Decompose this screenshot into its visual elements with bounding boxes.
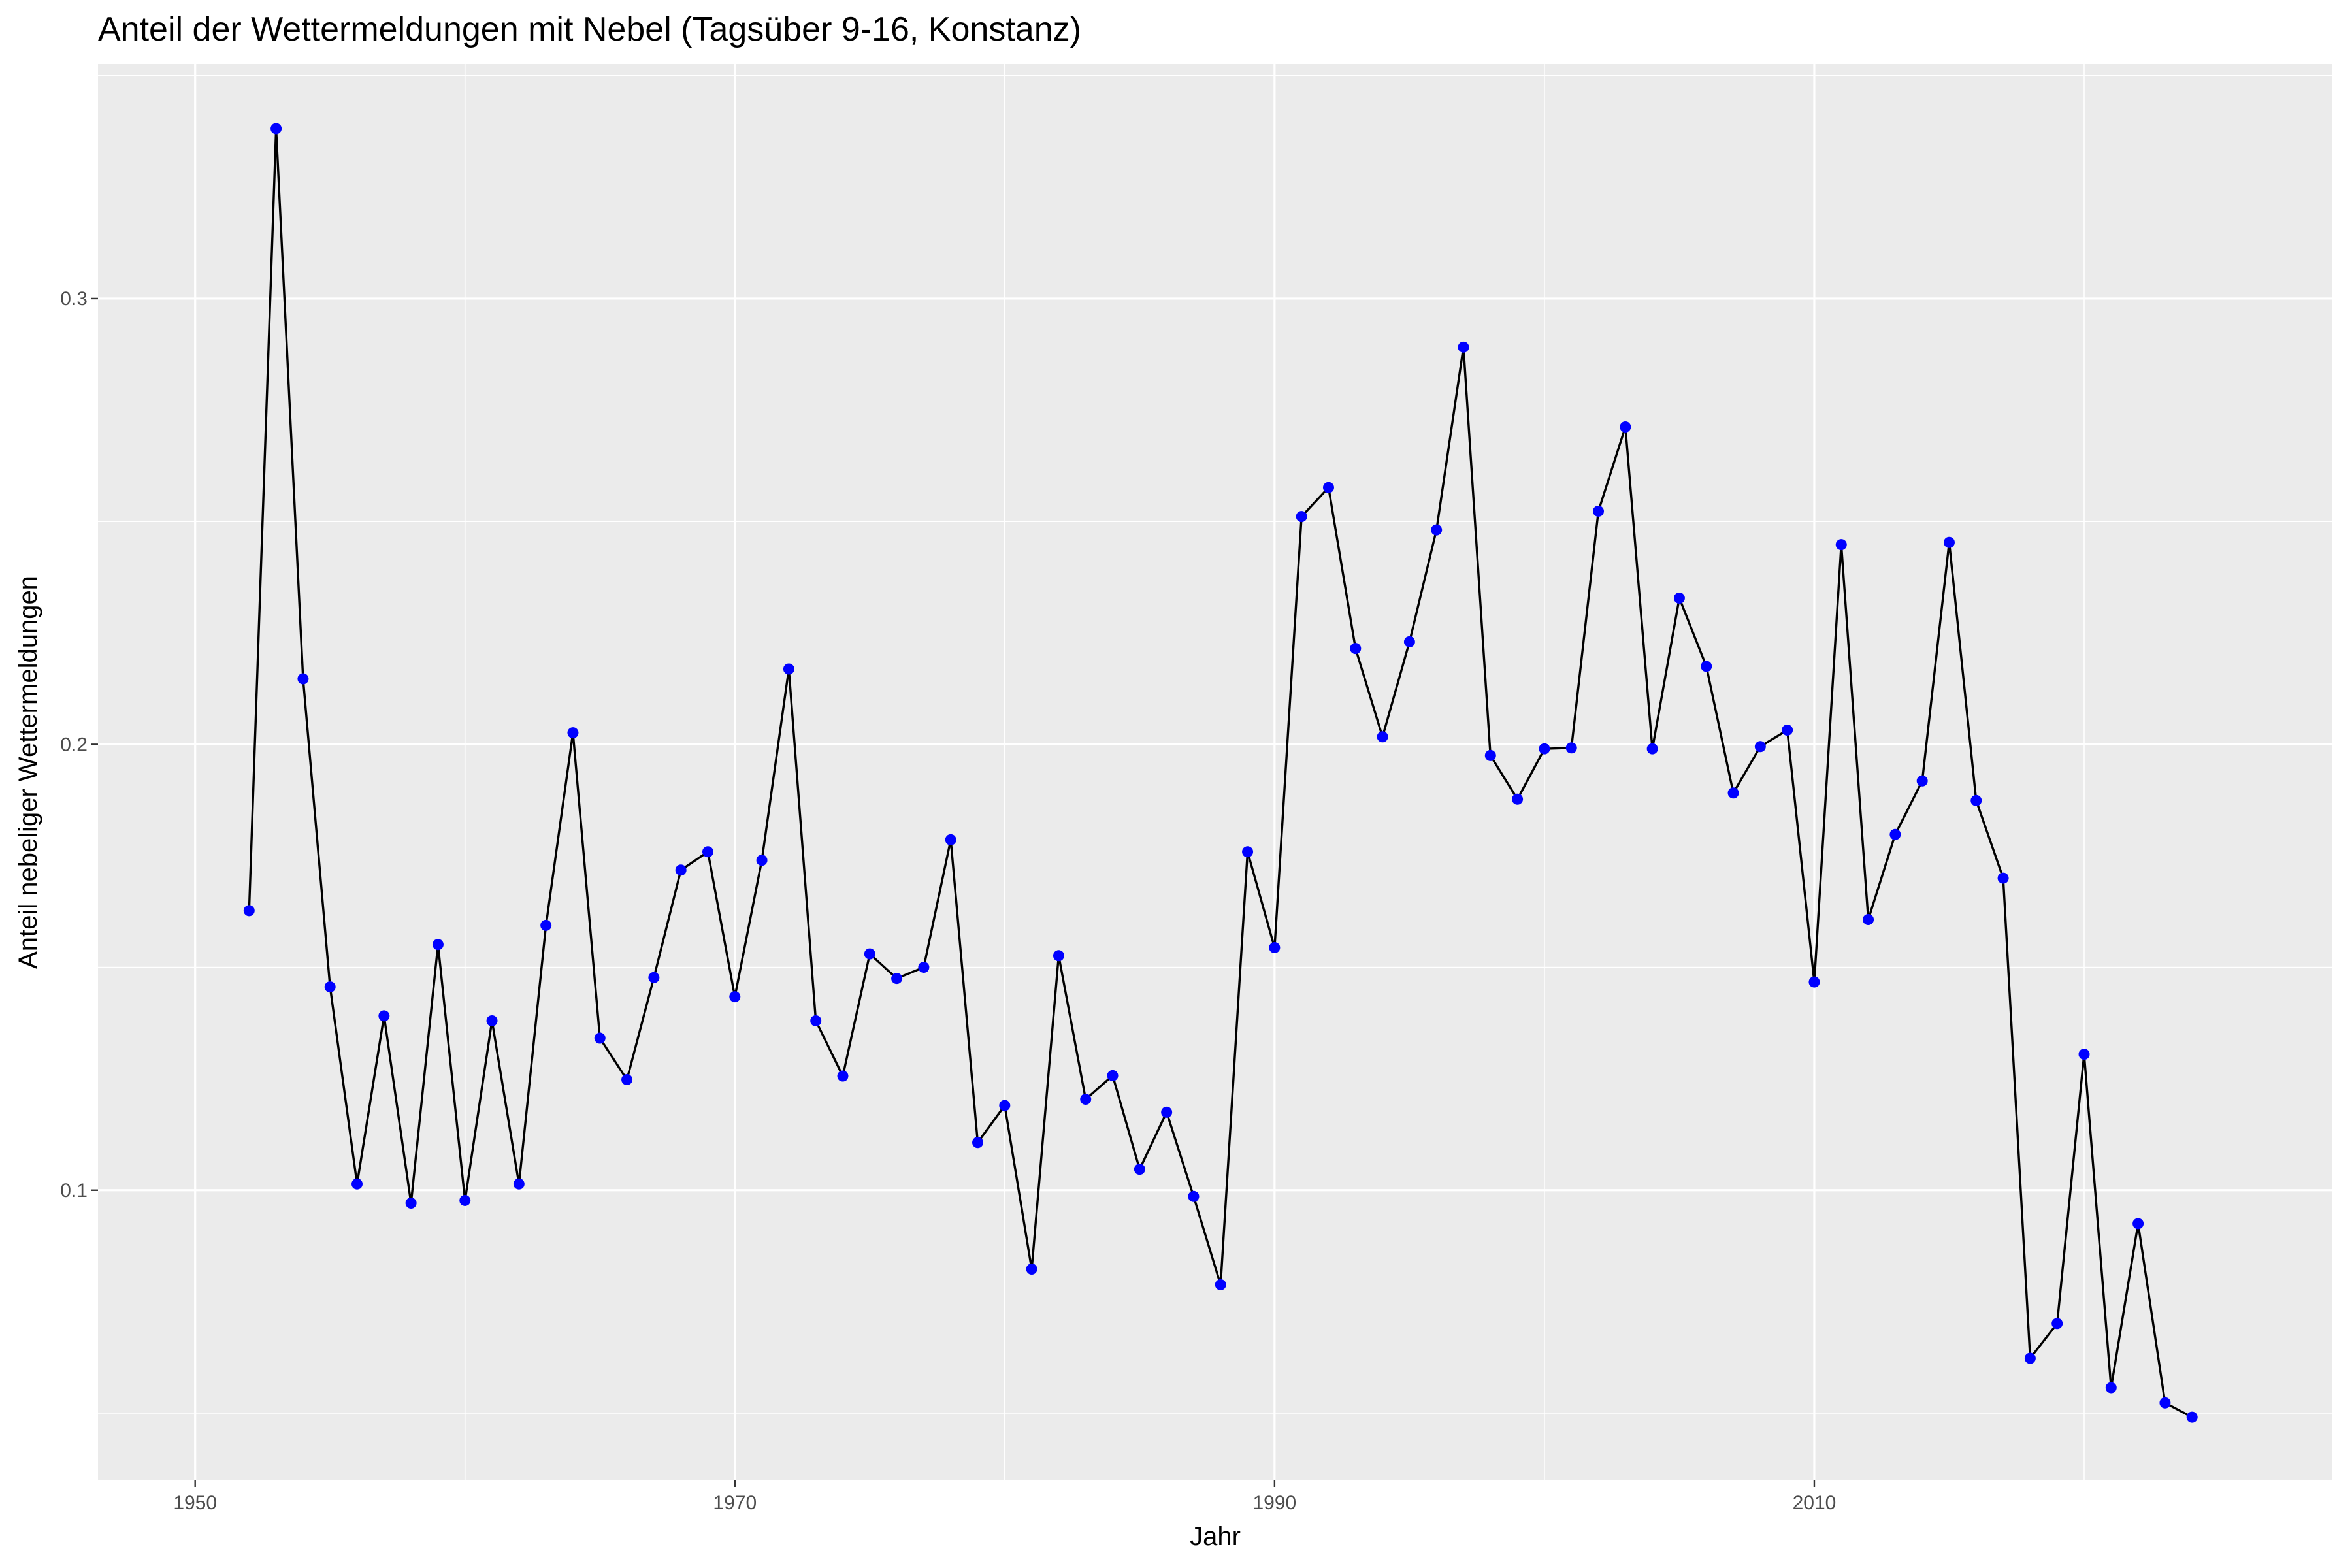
data-point	[1889, 829, 1901, 840]
data-point	[595, 1033, 606, 1044]
data-point	[1566, 742, 1577, 753]
data-point	[1188, 1191, 1199, 1202]
data-point	[2079, 1049, 2090, 1060]
data-point	[1242, 846, 1253, 857]
data-point	[1863, 914, 1874, 925]
data-point	[1998, 873, 2009, 884]
data-point	[1701, 661, 1712, 672]
data-point	[1215, 1279, 1226, 1290]
data-point	[487, 1015, 498, 1026]
data-point	[1377, 731, 1388, 742]
data-point	[1944, 537, 1955, 548]
data-point	[2159, 1397, 2170, 1409]
data-point	[2187, 1412, 2198, 1423]
data-point	[244, 905, 255, 916]
data-point	[810, 1015, 821, 1026]
y-axis-title: Anteil nebeliger Wettermeldungen	[14, 576, 42, 969]
data-point	[1917, 776, 1928, 787]
y-tick-label: 0.3	[60, 288, 88, 310]
y-tick-label: 0.1	[60, 1180, 88, 1201]
data-point	[1161, 1107, 1172, 1118]
data-point	[1350, 643, 1361, 654]
x-axis-title: Jahr	[1190, 1522, 1241, 1551]
data-point	[1782, 725, 1793, 736]
data-point	[1323, 482, 1334, 493]
data-point	[918, 962, 929, 973]
data-point	[864, 949, 875, 960]
data-point	[351, 1179, 363, 1190]
data-point	[1431, 525, 1442, 536]
data-point	[1269, 942, 1280, 953]
data-point	[2051, 1318, 2063, 1329]
x-tick-label: 1990	[1252, 1492, 1296, 1514]
data-point	[433, 939, 444, 950]
data-point	[757, 855, 768, 866]
data-point	[2025, 1353, 2036, 1364]
data-point	[1026, 1264, 1037, 1275]
x-tick-label: 1970	[713, 1492, 757, 1514]
data-point	[1836, 539, 1847, 550]
x-tick-label: 1950	[173, 1492, 217, 1514]
data-point	[540, 920, 551, 931]
data-point	[1647, 743, 1658, 755]
data-point	[1808, 977, 1820, 988]
data-point	[729, 991, 740, 1002]
data-point	[270, 123, 282, 134]
data-point	[783, 664, 794, 675]
data-point	[891, 973, 902, 984]
data-point	[2132, 1218, 2144, 1229]
data-point	[514, 1179, 525, 1190]
data-point	[1404, 636, 1415, 647]
data-point	[999, 1100, 1010, 1111]
data-point	[1134, 1164, 1145, 1175]
data-point	[945, 834, 956, 845]
data-point	[648, 972, 659, 983]
data-point	[406, 1198, 417, 1209]
data-point	[1107, 1070, 1119, 1081]
data-point	[297, 674, 308, 685]
data-point	[972, 1137, 983, 1148]
data-point	[1458, 342, 1469, 353]
data-point	[378, 1010, 389, 1021]
data-point	[1970, 795, 1982, 806]
data-point	[1053, 950, 1064, 961]
chart-title: Anteil der Wettermeldungen mit Nebel (Ta…	[98, 10, 1081, 48]
data-point	[325, 981, 336, 992]
data-point	[1674, 593, 1685, 604]
data-point	[459, 1195, 470, 1206]
data-point	[1728, 787, 1739, 798]
data-point	[1485, 750, 1496, 761]
data-point	[567, 727, 578, 738]
x-tick-label: 2010	[1793, 1492, 1837, 1514]
data-point	[1296, 511, 1307, 522]
data-point	[2106, 1382, 2117, 1394]
data-point	[676, 864, 687, 875]
data-point	[1080, 1094, 1091, 1105]
data-point	[1620, 421, 1631, 433]
data-point	[1593, 506, 1604, 517]
y-tick-label: 0.2	[60, 734, 88, 755]
data-point	[621, 1074, 632, 1085]
data-point	[838, 1071, 849, 1082]
data-point	[1755, 741, 1766, 752]
data-point	[1539, 743, 1550, 755]
data-point	[1512, 794, 1523, 805]
data-point	[702, 846, 713, 857]
